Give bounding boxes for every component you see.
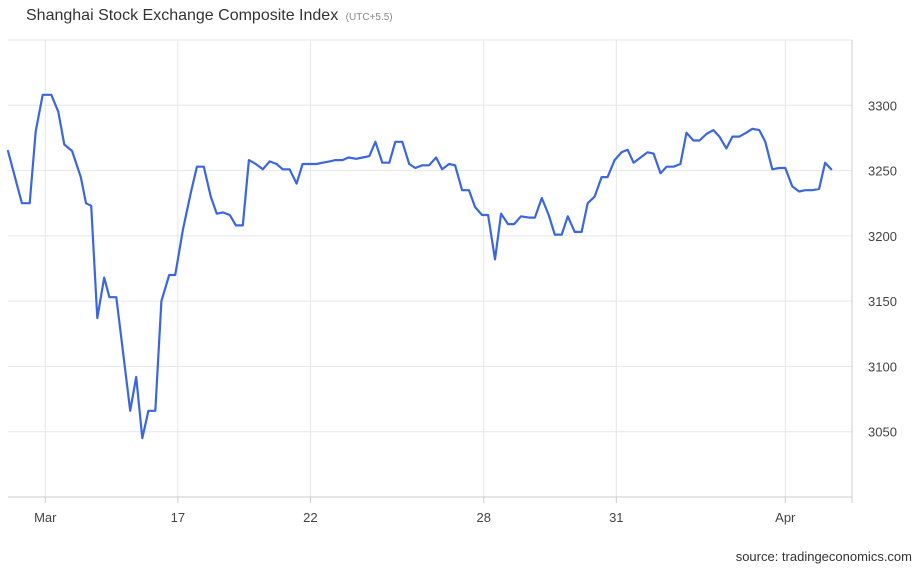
series-layer — [6, 93, 833, 440]
series-line-0 — [6, 93, 833, 440]
chart-header: Shanghai Stock Exchange Composite Index … — [26, 7, 393, 25]
x-tick-label: 22 — [303, 510, 317, 525]
chart-title: Shanghai Stock Exchange Composite Index — [26, 7, 339, 24]
y-tick-label: 3250 — [868, 164, 897, 179]
y-tick-label: 3300 — [868, 98, 897, 113]
x-tick-label: 28 — [476, 510, 490, 525]
x-tick-label: 17 — [171, 510, 185, 525]
y-tick-label: 3100 — [868, 359, 897, 374]
y-axis-ticks: 3050 3100 3150 3200 3250 3300 — [868, 98, 897, 439]
y-tick-label: 3150 — [868, 294, 897, 309]
x-tick-label: Apr — [775, 510, 796, 525]
y-tick-label: 3050 — [868, 425, 897, 440]
chart-subtitle: (UTC+5.5) — [345, 12, 393, 23]
y-tick-label: 3200 — [868, 229, 897, 244]
x-tick-label: 31 — [609, 510, 623, 525]
grid-layer — [8, 39, 853, 503]
x-tick-label: Mar — [34, 510, 57, 525]
source-credit[interactable]: source: tradingeconomics.com — [735, 549, 912, 564]
x-axis-ticks: Mar 17 22 28 31 Apr — [34, 510, 796, 525]
